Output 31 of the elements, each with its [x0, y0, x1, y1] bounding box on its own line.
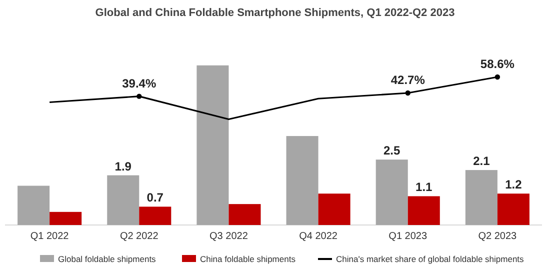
bar: [497, 194, 530, 225]
x-tick-label: Q2 2023: [478, 231, 518, 242]
data-label: 39.4%: [122, 76, 156, 90]
data-label: 1.9: [114, 159, 132, 174]
data-label: 58.6%: [480, 56, 515, 71]
bar: [18, 186, 50, 225]
bar: [286, 136, 318, 225]
x-tick-label: Q4 2022: [299, 231, 338, 242]
x-tick-label: Q2 2022: [120, 231, 159, 242]
bar: [376, 160, 408, 225]
data-label: 0.7: [146, 190, 164, 205]
bar: [318, 194, 350, 225]
data-label: 2.5: [384, 144, 401, 158]
chart-title: Global and China Foldable Smartphone Shipments, Q1 2022-Q2 2023: [95, 7, 455, 19]
data-label: 42.7%: [390, 73, 426, 87]
legend-label: China foldable shipments: [200, 254, 296, 264]
bar: [107, 175, 140, 225]
x-tick-label: Q3 2022: [210, 231, 248, 242]
bar: [196, 65, 229, 225]
data-label: 1.2: [505, 178, 522, 192]
x-tick-label: Q1 2023: [388, 231, 428, 242]
legend-label: Global foldable shipments: [58, 254, 156, 264]
bar: [139, 206, 172, 225]
x-tick-label: Q1 2022: [30, 231, 70, 242]
bar: [228, 204, 261, 225]
legend-label: China's market share of global foldable shipments: [336, 254, 524, 264]
data-label: 2.1: [473, 154, 490, 168]
bar: [50, 212, 82, 225]
bar: [465, 170, 498, 225]
data-label: 1.1: [416, 180, 433, 194]
bar: [408, 196, 440, 225]
